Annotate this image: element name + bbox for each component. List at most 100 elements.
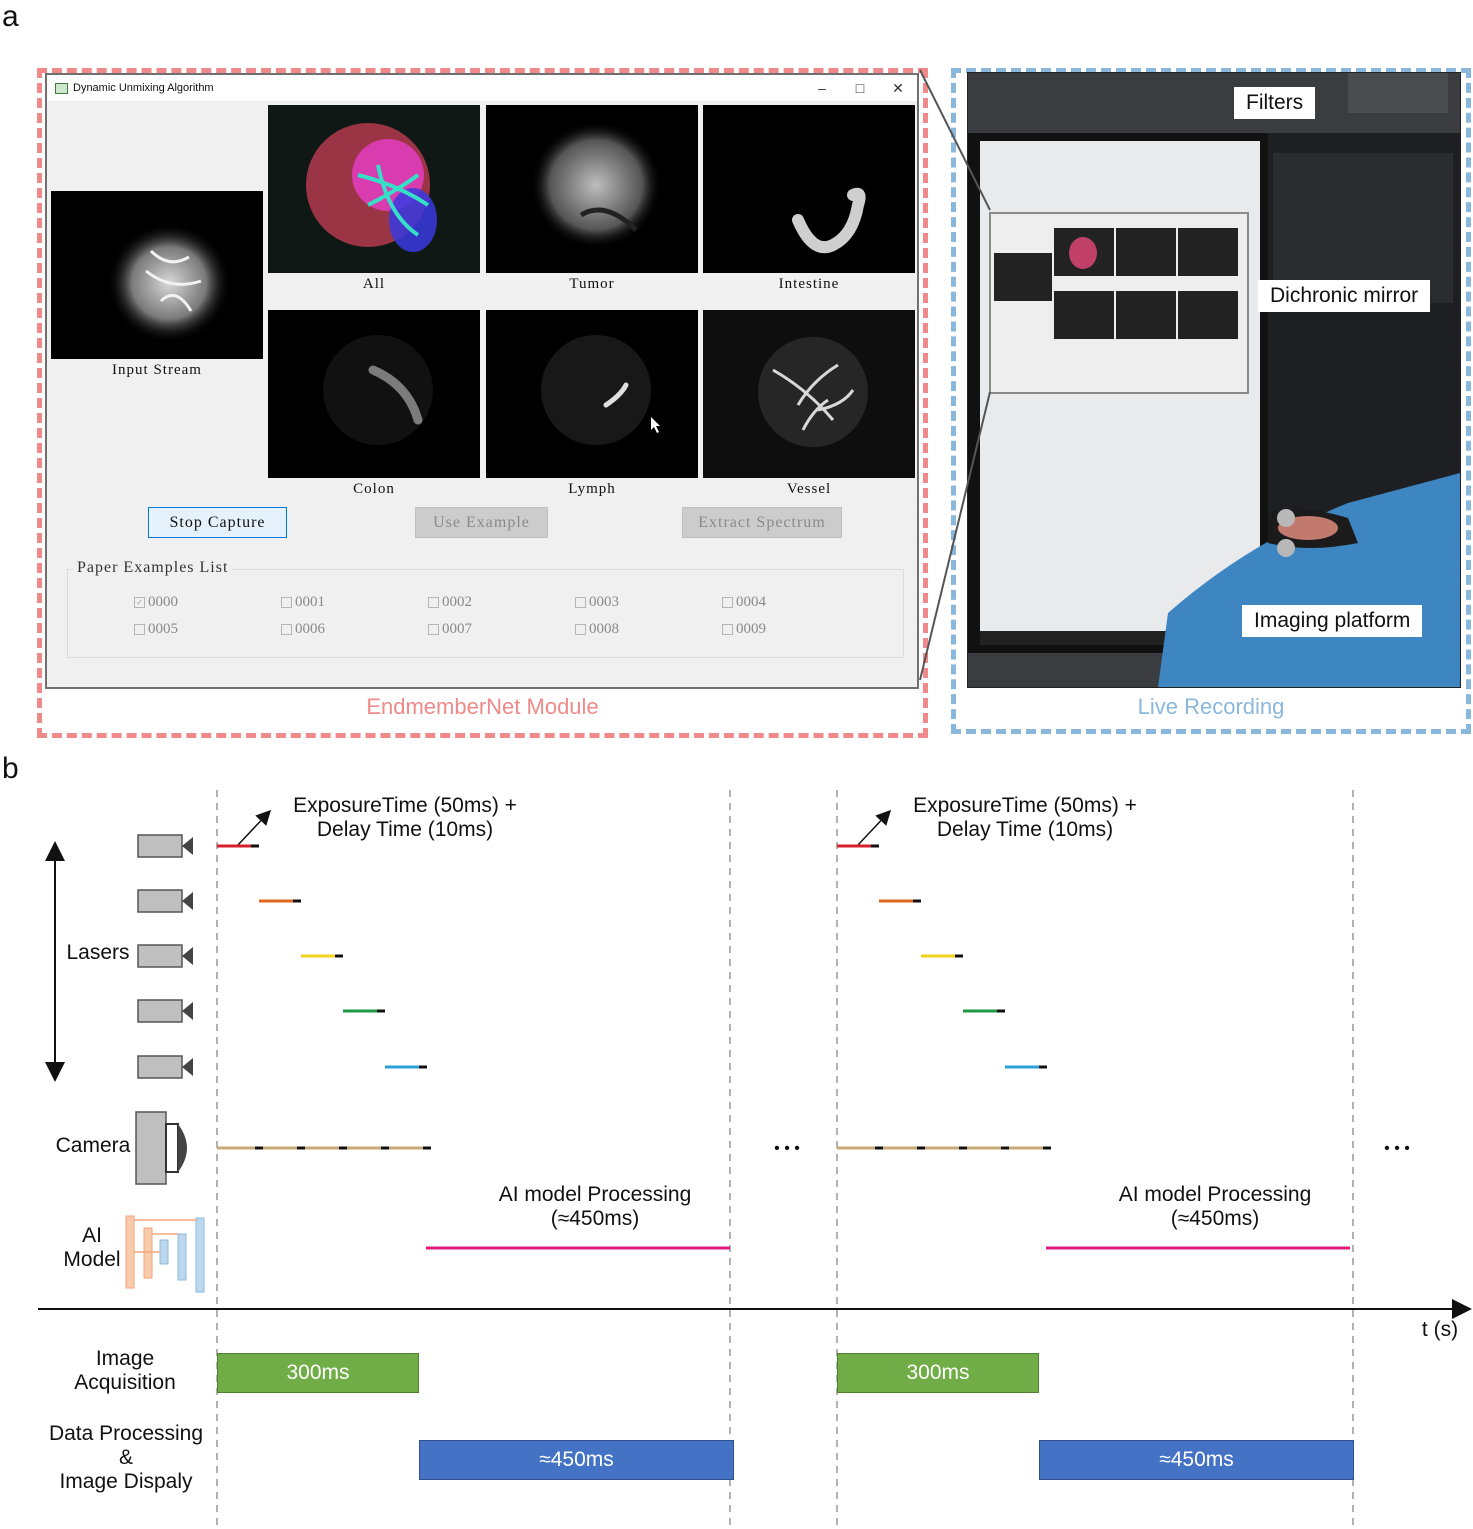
example-checkbox-0000[interactable]: ✓ 0000 [134, 594, 178, 611]
laser-icon-tip [182, 1058, 193, 1076]
tile-label-colon: Colon [353, 481, 395, 497]
input-stream-label: Input Stream [112, 362, 202, 378]
input-stream-image [51, 191, 263, 359]
exposure-label-1: ExposureTime (50ms) + Delay Time (10ms) [293, 794, 517, 841]
checkbox-icon[interactable] [281, 624, 292, 635]
ai-network-link [134, 1219, 196, 1253]
data-processing-label: Data Processing & Image Dispaly [48, 1422, 204, 1493]
filters-label: Filters [1234, 87, 1316, 119]
maximize-button[interactable]: □ [855, 80, 865, 96]
laser-icon [137, 1055, 183, 1079]
app-icon [55, 82, 68, 94]
zoom-connector [919, 69, 991, 681]
paper-examples-title: Paper Examples List [73, 559, 233, 577]
lasers-label: Lasers [66, 941, 130, 964]
example-checkbox-0002[interactable]: 0002 [428, 594, 472, 611]
example-checkbox-0006[interactable]: 0006 [281, 621, 325, 638]
tile-label-intestine: Intestine [778, 276, 840, 292]
title-bar: Dynamic Unmixing Algorithm – □ ✕ [47, 75, 917, 101]
checkbox-label: 0006 [295, 621, 325, 637]
example-checkbox-0008[interactable]: 0008 [575, 621, 619, 638]
checkbox-label: 0004 [736, 594, 766, 610]
panel-a-letter: a [2, 0, 19, 33]
ai-network-icon [177, 1233, 187, 1281]
dichronic-mirror-label: Dichronic mirror [1258, 280, 1431, 312]
tile-tumor [486, 105, 698, 273]
checkbox-icon[interactable] [722, 624, 733, 635]
checkbox-label: 0007 [442, 621, 472, 637]
laser-icon-tip [182, 892, 193, 910]
tile-label-all: All [362, 276, 386, 292]
checkbox-label: 0005 [148, 621, 178, 637]
checkbox-icon[interactable] [575, 624, 586, 635]
checkbox-label: 0003 [589, 594, 619, 610]
camera-lens-front-icon [178, 1124, 187, 1172]
laser-icon [137, 944, 183, 968]
tile-intestine [703, 105, 915, 273]
processing-bar-1: ≈450ms [419, 1440, 734, 1480]
ai-processing-label-1: AI model Processing (≈450ms) [498, 1183, 692, 1230]
checkbox-icon[interactable] [428, 624, 439, 635]
checkbox-label: 0000 [148, 594, 178, 610]
use-example-button[interactable]: Use Example [415, 507, 548, 538]
extract-spectrum-button[interactable]: Extract Spectrum [682, 507, 842, 538]
ellipsis-1: • • • [774, 1140, 800, 1157]
ai-network-icon [143, 1227, 153, 1279]
camera-lens-icon [165, 1123, 179, 1173]
tile-vessel [703, 310, 915, 478]
exposure-pointer-arrow [856, 809, 892, 847]
timing-diagram [38, 790, 1472, 1525]
paper-examples-group [67, 569, 904, 658]
example-checkbox-0009[interactable]: 0009 [722, 621, 766, 638]
acquisition-bar-1: 300ms [217, 1353, 419, 1393]
checkbox-label: 0008 [589, 621, 619, 637]
laser-icon [137, 889, 183, 913]
panel-b-letter: b [2, 752, 19, 785]
checkbox-icon[interactable] [722, 597, 733, 608]
example-checkbox-0007[interactable]: 0007 [428, 621, 472, 638]
laser-icon [137, 834, 183, 858]
endmembernet-caption: EndmemberNet Module [366, 694, 599, 719]
imaging-platform-label: Imaging platform [1242, 605, 1423, 637]
example-checkbox-0004[interactable]: 0004 [722, 594, 766, 611]
checkbox-label: 0001 [295, 594, 325, 610]
laser-icon-tip [182, 1002, 193, 1020]
tile-lymph [486, 310, 698, 478]
checkbox-icon[interactable]: ✓ [134, 597, 145, 608]
live-photo [967, 72, 1461, 688]
tile-label-vessel: Vessel [786, 481, 832, 497]
ai-network-icon [195, 1217, 205, 1293]
exposure-pointer-arrow [236, 809, 272, 847]
minimize-button[interactable]: – [818, 80, 826, 96]
stop-capture-button[interactable]: Stop Capture [148, 507, 287, 538]
example-checkbox-0005[interactable]: 0005 [134, 621, 178, 638]
example-checkbox-0003[interactable]: 0003 [575, 594, 619, 611]
cursor-icon [651, 417, 660, 433]
laser-icon-tip [182, 947, 193, 965]
checkbox-label: 0002 [442, 594, 472, 610]
image-acquisition-label: Image Acquisition [74, 1347, 176, 1394]
tile-label-tumor: Tumor [569, 276, 615, 292]
window-title: Dynamic Unmixing Algorithm [73, 82, 214, 94]
checkbox-icon[interactable] [575, 597, 586, 608]
checkbox-icon[interactable] [134, 624, 145, 635]
laser-icon-tip [182, 837, 193, 855]
ai-processing-label-2: AI model Processing (≈450ms) [1118, 1183, 1312, 1230]
tile-label-lymph: Lymph [568, 481, 616, 497]
checkbox-icon[interactable] [281, 597, 292, 608]
camera-icon [135, 1111, 167, 1185]
ai-model-label: AI Model [63, 1224, 121, 1271]
exposure-label-2: ExposureTime (50ms) + Delay Time (10ms) [913, 794, 1137, 841]
checkbox-label: 0009 [736, 621, 766, 637]
laser-icon [137, 999, 183, 1023]
live-recording-caption: Live Recording [1137, 694, 1285, 719]
close-button[interactable]: ✕ [892, 79, 904, 96]
example-checkbox-0001[interactable]: 0001 [281, 594, 325, 611]
time-axis-label: t (s) [1421, 1318, 1459, 1341]
checkbox-icon[interactable] [428, 597, 439, 608]
ellipsis-2: • • • [1384, 1140, 1410, 1157]
processing-bar-2: ≈450ms [1039, 1440, 1354, 1480]
tile-colon [268, 310, 480, 478]
endmembernet-frame [37, 68, 928, 738]
camera-label: Camera [55, 1134, 131, 1157]
